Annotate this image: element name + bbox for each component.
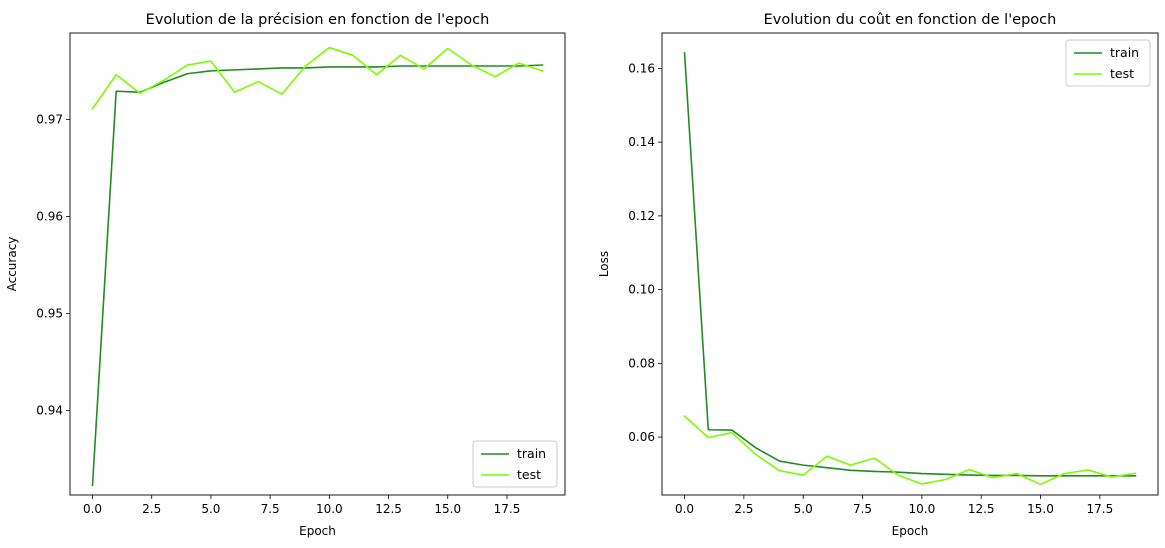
y-tick-label: 0.10 <box>628 283 655 297</box>
plot-frame <box>661 32 1159 496</box>
x-tick-label: 7.5 <box>261 502 280 516</box>
legend-label-test: test <box>517 467 541 482</box>
x-tick-label: 2.5 <box>734 502 753 516</box>
y-tick-label: 0.14 <box>628 135 655 149</box>
x-tick-label: 2.5 <box>142 502 161 516</box>
x-tick-label: 10.0 <box>909 502 936 516</box>
legend-label-test: test <box>1110 66 1134 81</box>
x-tick-label: 12.5 <box>968 502 995 516</box>
series-line-train <box>91 64 544 487</box>
x-tick-label: 0.0 <box>675 502 694 516</box>
accuracy-chart: Evolution de la précision en fonction de… <box>5 12 566 538</box>
y-axis-label: Accuracy <box>5 237 19 292</box>
x-axis-label: Epoch <box>892 524 929 538</box>
x-axis-label: Epoch <box>299 524 336 538</box>
plot-frame <box>69 32 566 496</box>
x-tick-label: 5.0 <box>201 502 220 516</box>
y-tick-label: 0.12 <box>628 209 655 223</box>
series-line-test <box>91 46 544 110</box>
loss-chart: Evolution du coût en fonction de l'epoch… <box>597 12 1159 538</box>
x-tick-label: 0.0 <box>83 502 102 516</box>
y-tick-label: 0.06 <box>628 430 655 444</box>
x-tick-label: 5.0 <box>794 502 813 516</box>
legend-label-train: train <box>1110 45 1139 60</box>
x-tick-label: 17.5 <box>1086 502 1113 516</box>
y-tick-label: 0.97 <box>36 112 63 126</box>
y-tick-label: 0.16 <box>628 61 655 75</box>
series-line-test <box>683 414 1137 486</box>
x-tick-label: 12.5 <box>375 502 402 516</box>
x-tick-label: 17.5 <box>494 502 521 516</box>
x-tick-label: 15.0 <box>1027 502 1054 516</box>
y-tick-label: 0.96 <box>36 209 63 223</box>
y-tick-label: 0.08 <box>628 356 655 370</box>
chart-title: Evolution du coût en fonction de l'epoch <box>764 12 1057 28</box>
x-tick-label: 7.5 <box>853 502 872 516</box>
x-tick-label: 10.0 <box>316 502 343 516</box>
y-tick-label: 0.94 <box>36 404 63 418</box>
x-tick-label: 15.0 <box>434 502 461 516</box>
legend-label-train: train <box>517 446 546 461</box>
chart-title: Evolution de la précision en fonction de… <box>146 12 490 28</box>
y-tick-label: 0.95 <box>36 307 63 321</box>
series-line-train <box>683 52 1137 477</box>
y-axis-label: Loss <box>597 251 611 277</box>
